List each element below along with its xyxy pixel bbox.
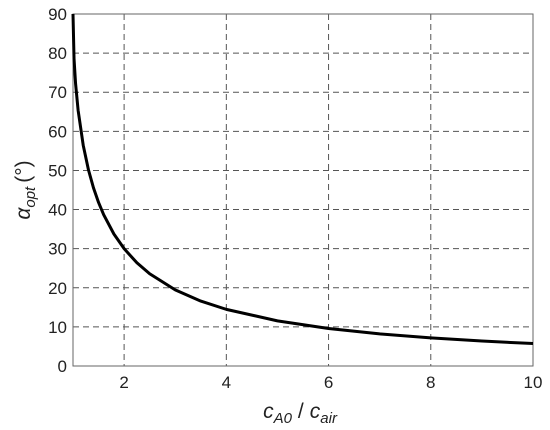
- x-label-part: A0: [273, 410, 293, 427]
- plot-frame: [72, 13, 534, 367]
- x-tick-label: 8: [426, 373, 435, 392]
- x-label-part: c: [263, 400, 274, 423]
- y-label-part: opt: [22, 186, 39, 208]
- y-tick-label: 30: [48, 240, 67, 259]
- x-label-part: /: [298, 400, 304, 423]
- y-tick-label: 60: [48, 122, 67, 141]
- x-axis-label: cA0/cair: [263, 400, 338, 427]
- y-tick-label: 40: [48, 201, 67, 220]
- y-tick-label: 80: [48, 44, 67, 63]
- x-label-part: c: [310, 400, 321, 423]
- y-tick-label: 90: [48, 5, 67, 24]
- y-tick-label: 20: [48, 279, 67, 298]
- y-tick-label: 0: [58, 357, 67, 376]
- x-tick-label: 2: [119, 373, 128, 392]
- y-tick-label: 70: [48, 83, 67, 102]
- y-tick-label: 50: [48, 161, 67, 180]
- y-axis-label: αopt (°): [12, 160, 39, 219]
- x-tick-label: 10: [524, 373, 543, 392]
- y-tick-label: 10: [48, 318, 67, 337]
- x-tick-label: 6: [324, 373, 333, 392]
- y-label-part: (°): [12, 160, 35, 182]
- x-tick-label: 4: [222, 373, 231, 392]
- x-label-part: air: [320, 410, 338, 427]
- y-label-part: α: [12, 207, 35, 220]
- line-series: [71, 13, 534, 346]
